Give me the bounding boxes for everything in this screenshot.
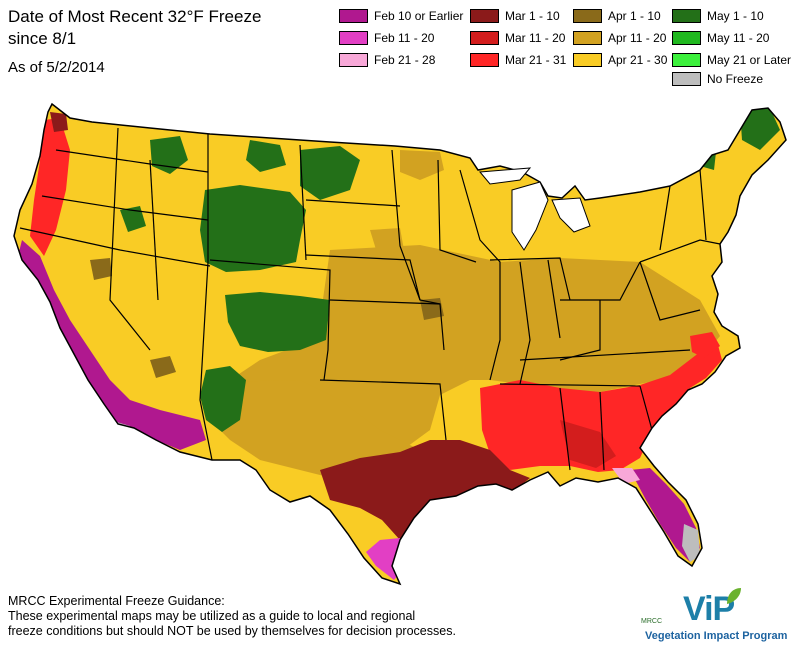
legend-label: No Freeze bbox=[707, 71, 764, 86]
legend-label: Mar 1 - 10 bbox=[505, 8, 560, 23]
guidance-heading: MRCC Experimental Freeze Guidance: bbox=[8, 594, 225, 608]
legend-item-mar21: Mar 21 - 31 bbox=[470, 52, 566, 67]
legend-item-mar11: Mar 11 - 20 bbox=[470, 30, 565, 45]
legend-label: May 11 - 20 bbox=[707, 30, 770, 45]
legend-swatch bbox=[573, 30, 602, 45]
legend-item-may1: May 1 - 10 bbox=[672, 8, 764, 23]
legend: Feb 10 or Earlier Feb 11 - 20 Feb 21 - 2… bbox=[339, 8, 799, 92]
leaf-icon bbox=[727, 588, 741, 604]
legend-swatch bbox=[339, 52, 368, 67]
legend-label: Feb 21 - 28 bbox=[374, 52, 436, 67]
legend-label: May 21 or Later bbox=[707, 52, 792, 67]
legend-swatch bbox=[339, 8, 368, 23]
legend-swatch bbox=[672, 30, 701, 45]
legend-swatch bbox=[672, 8, 701, 23]
legend-label: May 1 - 10 bbox=[707, 8, 764, 23]
legend-item-apr11: Apr 11 - 20 bbox=[573, 30, 666, 45]
legend-item-feb10: Feb 10 or Earlier bbox=[339, 8, 463, 23]
legend-label: Apr 21 - 30 bbox=[608, 52, 668, 67]
legend-label: Apr 11 - 20 bbox=[608, 30, 667, 45]
guidance-text: MRCC Experimental Freeze Guidance: These… bbox=[8, 594, 456, 639]
legend-item-apr1: Apr 1 - 10 bbox=[573, 8, 661, 23]
map-title-line1: Date of Most Recent 32°F Freeze bbox=[8, 7, 262, 26]
legend-label: Mar 21 - 31 bbox=[505, 52, 567, 67]
legend-label: Feb 11 - 20 bbox=[374, 30, 435, 45]
legend-item-feb11: Feb 11 - 20 bbox=[339, 30, 434, 45]
logo-org: MRCC bbox=[641, 618, 662, 625]
legend-swatch bbox=[339, 30, 368, 45]
legend-swatch bbox=[672, 71, 701, 86]
guidance-line1: These experimental maps may be utilized … bbox=[8, 609, 416, 623]
legend-swatch bbox=[470, 52, 499, 67]
guidance-line2: freeze conditions but should NOT be used… bbox=[8, 624, 456, 638]
legend-swatch bbox=[672, 52, 701, 67]
legend-item-feb21: Feb 21 - 28 bbox=[339, 52, 435, 67]
legend-item-apr21: Apr 21 - 30 bbox=[573, 52, 667, 67]
legend-swatch bbox=[470, 30, 499, 45]
legend-item-may11: May 11 - 20 bbox=[672, 30, 769, 45]
legend-label: Mar 11 - 20 bbox=[505, 30, 566, 45]
legend-item-may21: May 21 or Later bbox=[672, 52, 791, 67]
logo-subtitle: Vegetation Impact Program bbox=[645, 630, 788, 642]
legend-item-nofreeze: No Freeze bbox=[672, 71, 763, 86]
logo-name: ViP bbox=[683, 590, 735, 628]
legend-swatch bbox=[470, 8, 499, 23]
as-of-date: As of 5/2/2014 bbox=[8, 59, 105, 76]
map-title: Date of Most Recent 32°F Freeze since 8/… bbox=[8, 6, 261, 50]
legend-label: Apr 1 - 10 bbox=[608, 8, 661, 23]
legend-swatch bbox=[573, 8, 602, 23]
legend-item-mar1: Mar 1 - 10 bbox=[470, 8, 560, 23]
vip-logo: MRCC ViP Vegetation Impact Program bbox=[635, 588, 800, 646]
map-title-line2: since 8/1 bbox=[8, 29, 77, 48]
legend-label: Feb 10 or Earlier bbox=[374, 8, 464, 23]
freeze-map bbox=[13, 102, 787, 586]
legend-swatch bbox=[573, 52, 602, 67]
